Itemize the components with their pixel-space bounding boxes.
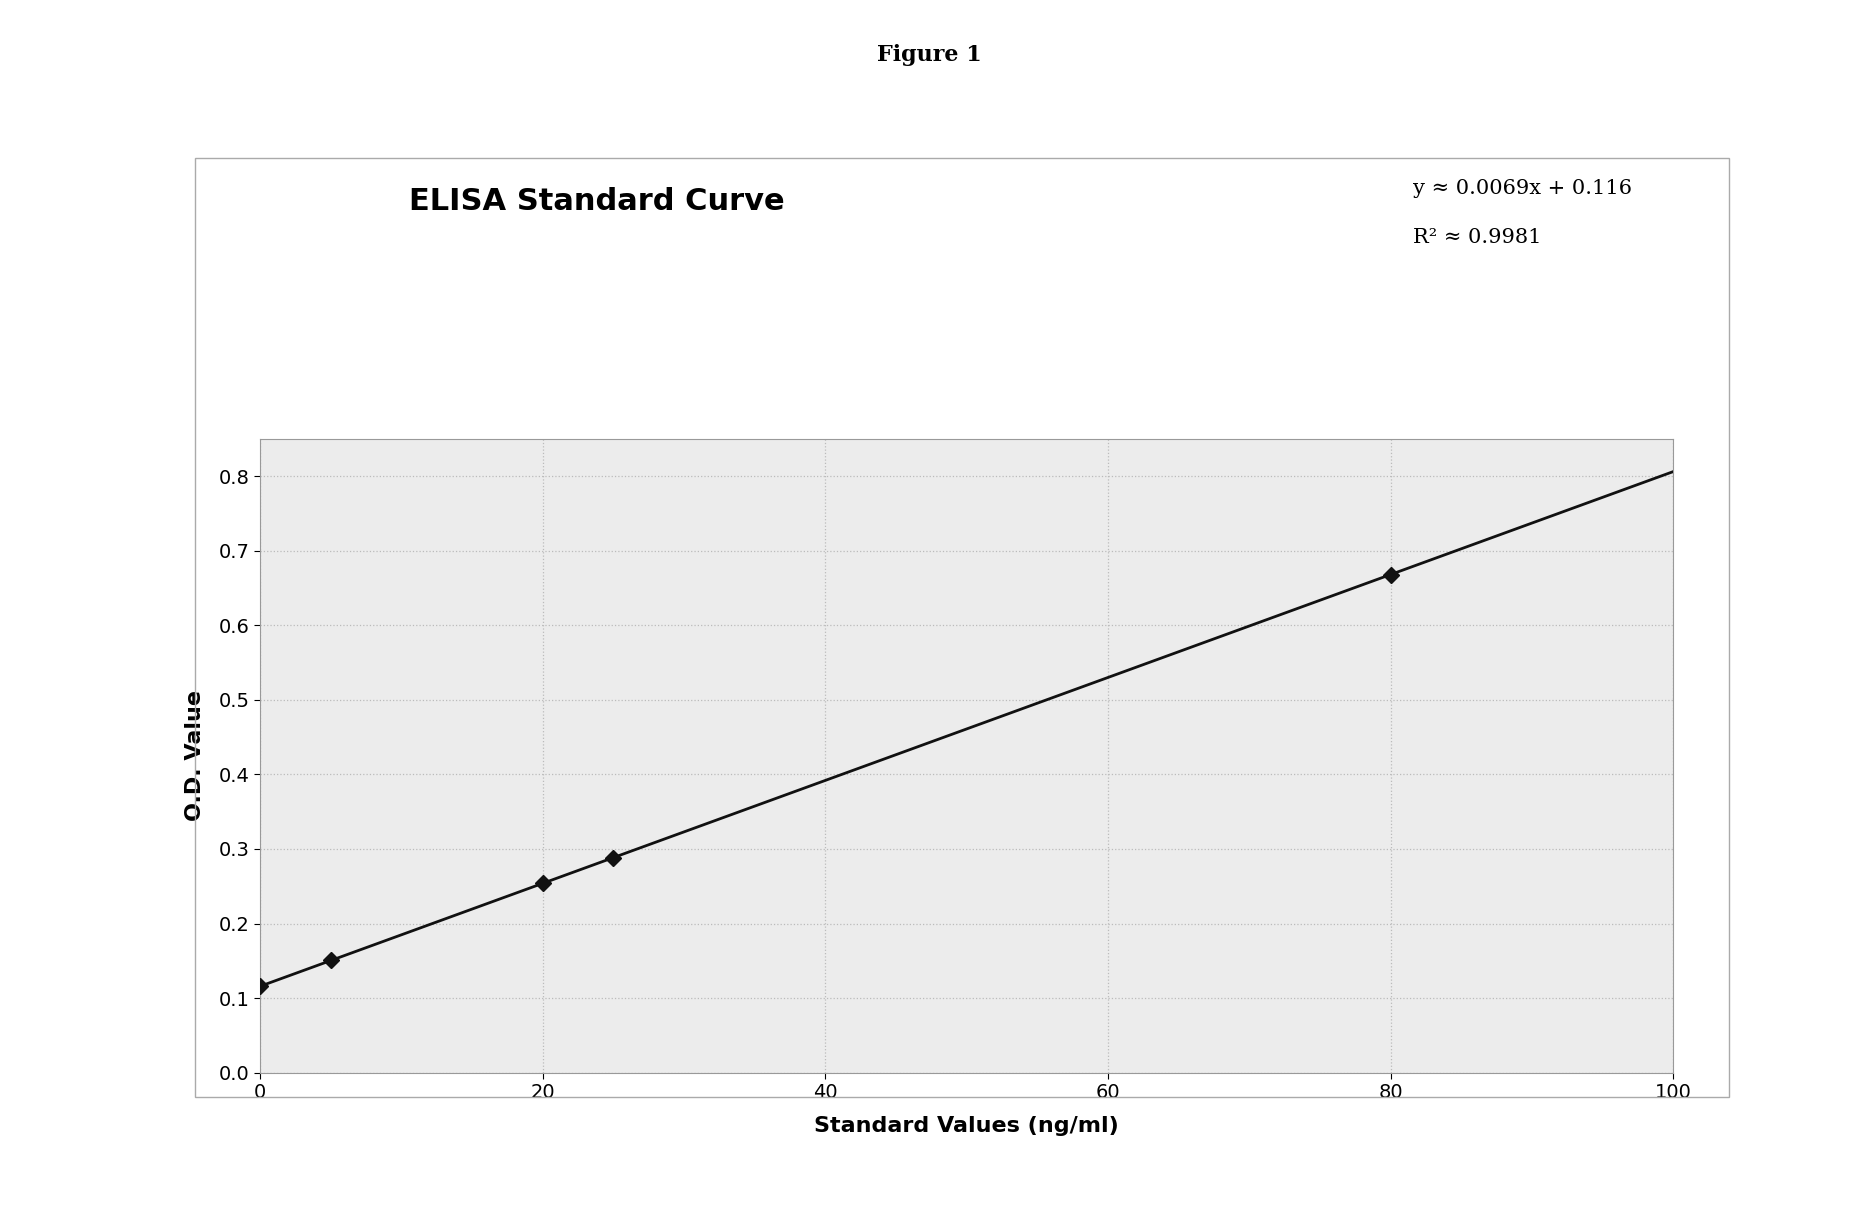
Text: R² ≈ 0.9981: R² ≈ 0.9981 [1413,228,1541,247]
Text: ELISA Standard Curve: ELISA Standard Curve [409,187,784,216]
Text: y ≈ 0.0069x + 0.116: y ≈ 0.0069x + 0.116 [1413,179,1632,199]
Y-axis label: O.D. Value: O.D. Value [184,690,204,822]
Text: Figure 1: Figure 1 [877,44,982,66]
X-axis label: Standard Values (ng/ml): Standard Values (ng/ml) [814,1117,1119,1136]
